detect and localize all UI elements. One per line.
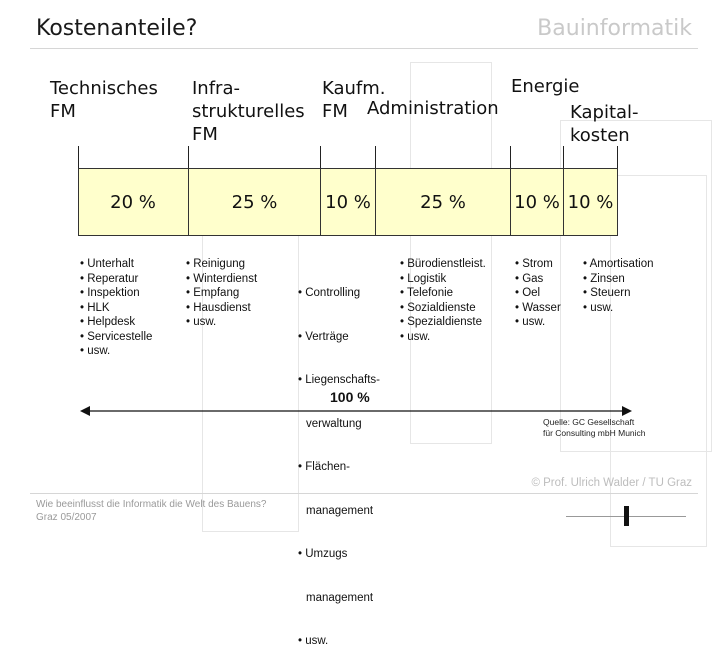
- tick-line: [320, 146, 321, 168]
- segment-infrastrukturelles-fm: 25 %: [189, 168, 321, 236]
- background-decoration: [202, 200, 299, 532]
- tick-line: [375, 146, 376, 168]
- segment-percent: 25 %: [420, 192, 466, 213]
- list-item: • Flächen-: [298, 461, 350, 473]
- segment-administration: 25 %: [376, 168, 511, 236]
- brand-label: Bauinformatik: [537, 16, 692, 41]
- segment-kapitalkosten: 10 %: [564, 168, 618, 236]
- category-label-kaufm-fm: Kaufm. FM: [322, 78, 386, 122]
- list-item: • Empfang: [186, 287, 240, 299]
- list-item: • Steuern: [583, 287, 631, 299]
- category-label-infrastrukturelles-fm: Infra-strukturelles FM: [192, 78, 305, 145]
- list-item: • usw.: [583, 301, 614, 314]
- category-label-technisches-fm: Technisches FM: [50, 78, 158, 122]
- list-item: • Amortisation: [583, 258, 654, 270]
- list-technisches-fm: • Unterhalt • Reperatur • Inspektion • H…: [80, 257, 152, 359]
- segment-energie: 10 %: [511, 168, 564, 236]
- list-item: • Verträge: [298, 330, 349, 343]
- tick-line: [617, 146, 618, 168]
- list-item: management: [306, 504, 374, 517]
- source-note: Quelle: GC Gesellschaft für Consulting mb…: [543, 417, 646, 438]
- list-administration: • Bürodienstleist. • Logistik • Telefoni…: [400, 257, 486, 344]
- page-title: Kostenanteile?: [36, 16, 198, 41]
- list-item: • Sozialdienste: [400, 301, 476, 314]
- tick-line: [510, 146, 511, 168]
- category-label-energie: Energie: [511, 76, 580, 97]
- list-item: management: [306, 591, 374, 604]
- segment-kaufm-fm: 10 %: [321, 168, 376, 236]
- list-item: • Gas: [515, 272, 544, 285]
- header-divider: [30, 48, 698, 49]
- list-item: • Reinigung: [186, 258, 246, 270]
- list-item: • Unterhalt: [80, 258, 134, 270]
- category-label-administration: Administration: [367, 98, 499, 119]
- segment-technisches-fm: 20 %: [78, 168, 189, 236]
- category-label-kapitalkosten: Kapital-kosten: [570, 102, 639, 146]
- segment-percent: 25 %: [231, 192, 278, 213]
- list-item: • Umzugs: [298, 548, 348, 560]
- list-item: • usw.: [400, 330, 431, 343]
- segment-percent: 10 %: [567, 192, 614, 213]
- list-item: • Strom: [515, 258, 553, 270]
- list-kaufm-fm: • Controlling • Verträge • Liegenschafts…: [298, 257, 380, 663]
- list-item: • HLK: [80, 301, 110, 314]
- list-item: • Reperatur: [80, 272, 139, 285]
- list-item: • Spezialdienste: [400, 316, 483, 328]
- tick-line: [78, 146, 79, 168]
- list-item: • Controlling: [298, 287, 361, 299]
- percentage-bar-frame: [78, 168, 618, 236]
- segment-percent: 10 %: [514, 192, 560, 213]
- tick-line: [563, 146, 564, 168]
- list-item: • usw.: [298, 635, 329, 647]
- segment-percent: 20 %: [110, 192, 156, 213]
- list-item: • Wasser: [515, 301, 561, 314]
- total-label: 100 %: [330, 389, 370, 405]
- list-item: • Servicestelle: [80, 330, 153, 343]
- footer-text: Wie beeinflusst die Informatik die Welt …: [36, 499, 267, 523]
- tick-line: [188, 146, 189, 168]
- list-item: • Helpdesk: [80, 316, 136, 328]
- background-decoration: [560, 120, 712, 452]
- segment-percent: 10 %: [325, 192, 371, 213]
- list-infrastrukturelles-fm: • Reinigung • Winterdienst • Empfang • H…: [186, 257, 257, 330]
- list-item: • Liegenschafts-: [298, 374, 381, 386]
- list-item: verwaltung: [306, 417, 362, 430]
- list-item: • Zinsen: [583, 272, 625, 285]
- list-kapitalkosten: • Amortisation • Zinsen • Steuern • usw.: [583, 257, 654, 315]
- list-energie: • Strom • Gas • Oel • Wasser • usw.: [515, 257, 561, 330]
- list-item: • Telefonie: [400, 287, 454, 299]
- list-item: • Inspektion: [80, 287, 140, 299]
- list-item: • usw.: [515, 316, 546, 328]
- list-item: • Logistik: [400, 272, 447, 285]
- list-item: • Hausdienst: [186, 301, 251, 314]
- background-decoration: [610, 175, 707, 547]
- total-span-arrow: [80, 406, 632, 416]
- list-item: • Winterdienst: [186, 272, 258, 285]
- footer-divider: [30, 493, 698, 494]
- copyright-text: © Prof. Ulrich Walder / TU Graz: [531, 477, 692, 489]
- background-decoration: [410, 62, 492, 444]
- list-item: • usw.: [186, 316, 217, 328]
- list-item: • usw.: [80, 345, 111, 357]
- slide-progress-marker: [624, 506, 629, 526]
- list-item: • Oel: [515, 287, 541, 299]
- list-item: • Bürodienstleist.: [400, 258, 486, 270]
